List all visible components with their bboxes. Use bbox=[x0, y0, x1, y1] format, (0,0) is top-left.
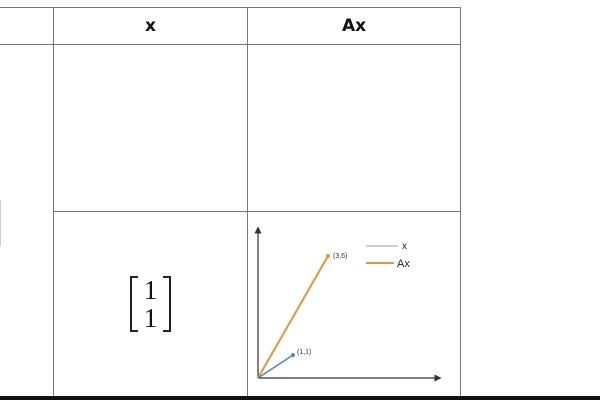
header-ax: Ax bbox=[248, 8, 460, 44]
vector-entry-1: 1 bbox=[143, 275, 158, 305]
cropped-top-text bbox=[0, 0, 80, 5]
row-divider bbox=[54, 211, 461, 212]
vector-x-cell: 1 1 bbox=[54, 212, 247, 396]
ax-vector-line bbox=[257, 255, 329, 379]
legend-x-label: x bbox=[402, 241, 407, 252]
legend-ax-label: Ax bbox=[397, 258, 410, 270]
vector-entry-2: 1 bbox=[143, 303, 158, 333]
right-bracket bbox=[163, 276, 172, 332]
header-x-label: x bbox=[145, 16, 156, 36]
ax-point-label: (3,6) bbox=[333, 253, 347, 260]
x-point-label: (1,1) bbox=[297, 349, 311, 356]
cell-row1-x bbox=[54, 45, 247, 211]
vector-entries: 1 1 bbox=[138, 276, 164, 332]
ax-plot-cell: (3,6) (1,1) x Ax bbox=[248, 212, 460, 396]
header-x: x bbox=[54, 8, 247, 44]
header-divider bbox=[0, 44, 461, 45]
cell-row1-ax bbox=[248, 45, 460, 211]
column-divider-1 bbox=[53, 7, 54, 396]
table-right-border bbox=[460, 7, 461, 396]
bottom-bar bbox=[0, 396, 600, 400]
column-divider-2 bbox=[247, 7, 248, 396]
left-bracket bbox=[129, 276, 138, 332]
header-ax-label: Ax bbox=[341, 16, 367, 36]
x-vector-point bbox=[291, 353, 295, 357]
table-top-border bbox=[0, 7, 461, 8]
vector-plot: (3,6) (1,1) x Ax bbox=[254, 226, 442, 382]
ax-vector-point bbox=[326, 254, 330, 258]
left-edge-mark bbox=[0, 200, 1, 246]
column-vector: 1 1 bbox=[129, 276, 172, 332]
x-vector-line bbox=[257, 354, 294, 379]
